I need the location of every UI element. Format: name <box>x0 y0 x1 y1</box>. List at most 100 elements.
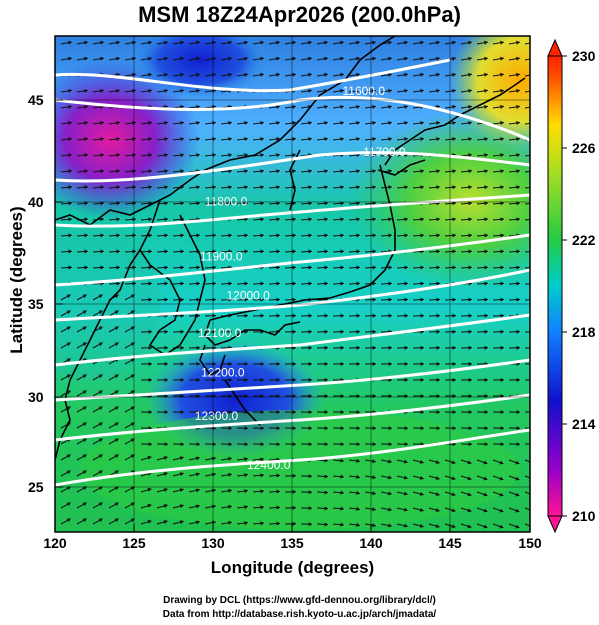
wind-arrow-head <box>292 313 296 318</box>
x-tick-label: 135 <box>280 535 304 551</box>
wind-arrow-head <box>500 72 504 77</box>
wind-arrow-head <box>164 281 168 286</box>
wind-arrow-head <box>484 88 488 93</box>
wind-arrow-head <box>388 345 392 350</box>
wind-arrow-head <box>499 460 504 465</box>
wind-arrow-head <box>68 217 72 222</box>
wind-arrow-head <box>114 438 119 443</box>
colorbar-tick-label: 218 <box>572 324 596 340</box>
wind-arrow-head <box>468 185 472 190</box>
wind-arrow-head <box>484 217 488 222</box>
wind-arrow-head <box>452 40 456 45</box>
wind-arrow-head <box>404 56 408 61</box>
wind-arrow-head <box>148 377 152 383</box>
wind-arrow-head <box>516 249 520 254</box>
wind-arrow-head <box>516 281 520 286</box>
wind-arrow-head <box>82 518 87 523</box>
wind-arrow-head <box>499 492 504 497</box>
wind-arrow-head <box>148 56 152 61</box>
wind-arrow-head <box>436 377 440 383</box>
wind-arrow-head <box>516 88 520 93</box>
wind-arrow-head <box>404 217 408 222</box>
wind-arrow-head <box>84 56 88 61</box>
wind-arrow-head <box>116 265 120 270</box>
wind-arrow <box>524 186 530 189</box>
colorbar <box>547 38 567 534</box>
wind-arrow-head <box>356 426 360 431</box>
wind-arrow-head <box>468 426 472 431</box>
wind-arrow-head <box>260 377 264 383</box>
wind-arrow-head <box>468 361 472 366</box>
wind-arrow-head <box>500 153 504 158</box>
wind-arrow-head <box>436 345 440 350</box>
wind-arrow-head <box>468 169 472 174</box>
wind-arrow-head <box>196 410 200 415</box>
wind-arrow-head <box>116 281 120 286</box>
wind-arrow-head <box>467 476 472 481</box>
wind-arrow-head <box>276 361 280 366</box>
wind-arrow-head <box>260 136 264 142</box>
wind-arrow-head <box>515 476 520 481</box>
wind-arrow-head <box>340 265 344 270</box>
wind-arrow-head <box>308 345 312 350</box>
wind-arrow-head <box>260 217 264 222</box>
wind-arrow-head <box>388 72 392 77</box>
wind-arrow-head <box>515 460 520 465</box>
wind-arrow-head <box>228 153 232 158</box>
wind-arrow-head <box>499 524 504 529</box>
wind-arrow-head <box>435 492 440 497</box>
wind-arrow-head <box>356 56 360 61</box>
wind-arrow-head <box>100 153 104 158</box>
wind-arrow-head <box>404 345 408 350</box>
wind-arrow-head <box>180 377 184 383</box>
wind-arrow-head <box>404 265 408 270</box>
wind-arrow-head <box>436 313 440 318</box>
wind-arrow-head <box>228 56 232 61</box>
wind-arrow-head <box>356 522 360 528</box>
wind-arrow-head <box>276 217 280 222</box>
wind-arrow-head <box>516 104 520 109</box>
wind-arrow-head <box>180 169 184 174</box>
wind-arrow-head <box>516 377 520 383</box>
wind-arrow-head <box>292 377 296 383</box>
wind-arrow-head <box>228 426 232 431</box>
wind-arrow-head <box>180 313 184 318</box>
wind-arrow-head <box>388 361 392 366</box>
wind-arrow-head <box>276 426 280 431</box>
wind-arrow-head <box>82 406 87 411</box>
wind-arrow-head <box>66 294 71 299</box>
wind-arrow-head <box>516 265 520 270</box>
wind-arrow-head <box>244 233 248 238</box>
wind-arrow-head <box>484 104 488 109</box>
wind-arrow-head <box>195 520 200 525</box>
wind-arrow-head <box>340 474 344 479</box>
wind-arrow-head <box>484 233 488 238</box>
wind-arrow-head <box>114 342 119 347</box>
wind-arrow-head <box>180 361 184 366</box>
wind-arrow-head <box>419 507 424 512</box>
wind-arrow-head <box>372 136 376 142</box>
wind-arrow-head <box>340 522 344 527</box>
wind-arrow <box>524 90 530 93</box>
wind-arrow-head <box>100 265 104 270</box>
wind-arrow-head <box>500 313 504 318</box>
wind-arrow-head <box>244 56 248 61</box>
wind-arrow-head <box>260 153 264 158</box>
wind-arrow-head <box>163 487 168 492</box>
wind-arrow-head <box>260 281 264 286</box>
x-axis-label: Longitude (degrees) <box>210 558 375 577</box>
wind-arrow-head <box>436 265 440 270</box>
wind-arrow-head <box>372 169 376 174</box>
wind-arrow-head <box>500 329 504 334</box>
wind-arrow-head <box>404 442 408 447</box>
wind-arrow-head <box>452 410 456 415</box>
wind-arrow-head <box>292 120 296 126</box>
wind-arrow-head <box>420 345 424 350</box>
wind-arrow-head <box>308 120 312 126</box>
wind-arrow-head <box>484 297 488 302</box>
wind-arrow-head <box>244 361 248 366</box>
wind-arrow-head <box>468 233 472 238</box>
wind-arrow-head <box>436 281 440 286</box>
wind-arrow-head <box>452 185 456 190</box>
wind-arrow-head <box>372 459 376 464</box>
